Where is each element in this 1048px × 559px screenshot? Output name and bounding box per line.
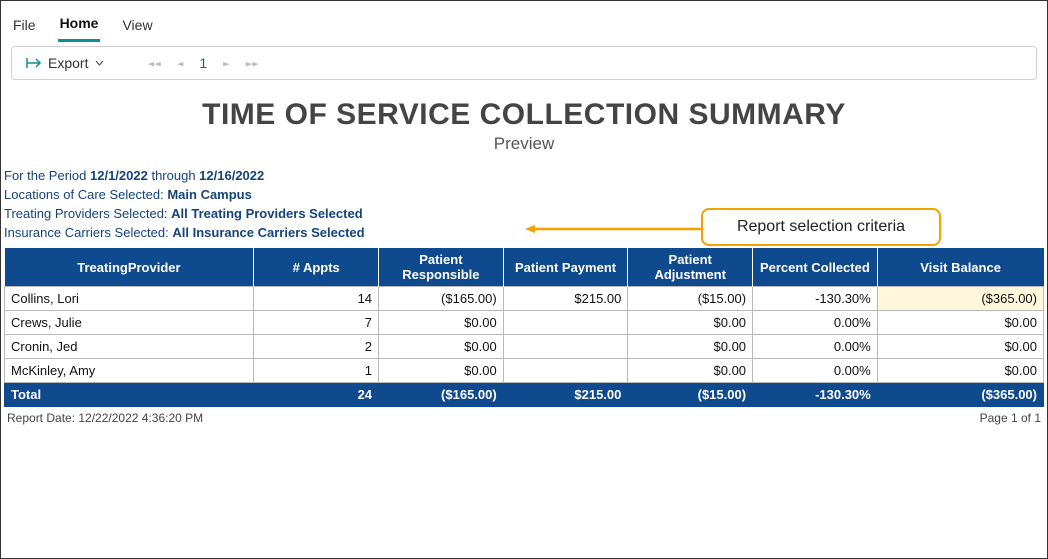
pager-prev-icon[interactable]: ◄ [177,57,184,70]
table-cell: $0.00 [628,311,753,335]
table-cell: ($165.00) [379,287,504,311]
table-cell: ($15.00) [628,287,753,311]
table-header-cell: Percent Collected [753,248,878,287]
criteria-label: Treating Providers Selected: [4,206,168,221]
report-table: TreatingProvider# ApptsPatient Responsib… [4,248,1044,407]
table-cell: Crews, Julie [5,311,254,335]
table-cell: 0.00% [753,335,878,359]
period-to: 12/16/2022 [199,168,264,183]
table-cell: 14 [254,287,379,311]
report-body: TIME OF SERVICE COLLECTION SUMMARY Previ… [1,80,1047,425]
table-cell: $0.00 [379,335,504,359]
chevron-down-icon [94,55,105,71]
table-cell: 0.00% [753,311,878,335]
table-cell: $0.00 [877,311,1043,335]
table-cell: 0.00% [753,359,878,383]
export-label: Export [48,55,88,71]
period-join: through [148,168,199,183]
table-row: Crews, Julie7$0.00$0.000.00%$0.00 [5,311,1044,335]
table-cell [503,335,628,359]
report-footer: Report Date: 12/22/2022 4:36:20 PM Page … [7,411,1041,425]
menu-file[interactable]: File [11,11,38,41]
report-title: TIME OF SERVICE COLLECTION SUMMARY [1,98,1047,132]
table-cell: $215.00 [503,287,628,311]
table-cell: Cronin, Jed [5,335,254,359]
table-row: Collins, Lori14($165.00)$215.00($15.00)-… [5,287,1044,311]
toolbar: Export ◄◄ ◄ 1 ► ►► [11,46,1037,80]
table-cell: $0.00 [628,359,753,383]
table-body: Collins, Lori14($165.00)$215.00($15.00)-… [5,287,1044,407]
export-icon [26,56,42,70]
pager-last-icon[interactable]: ►► [246,57,259,70]
criteria-value: All Treating Providers Selected [171,206,362,221]
table-header-cell: Visit Balance [877,248,1043,287]
table-header-cell: TreatingProvider [5,248,254,287]
table-cell [503,359,628,383]
table-header-cell: Patient Responsible [379,248,504,287]
table-cell: -130.30% [753,287,878,311]
table-cell: ($365.00) [877,287,1043,311]
table-cell: $0.00 [877,359,1043,383]
table-cell [503,311,628,335]
table-header-cell: # Appts [254,248,379,287]
table-row: Cronin, Jed2$0.00$0.000.00%$0.00 [5,335,1044,359]
table-cell: 24 [254,383,379,407]
callout-box: Report selection criteria [701,208,941,246]
table-cell: Total [5,383,254,407]
menu-home[interactable]: Home [58,9,101,42]
criteria-label: Locations of Care Selected: [4,187,164,202]
export-button[interactable]: Export [20,51,111,75]
table-total-row: Total24($165.00)$215.00($15.00)-130.30%(… [5,383,1044,407]
pager-next-icon[interactable]: ► [223,57,230,70]
table-cell: 7 [254,311,379,335]
table-row: McKinley, Amy1$0.00$0.000.00%$0.00 [5,359,1044,383]
table-cell: $0.00 [379,359,504,383]
table-cell: $0.00 [379,311,504,335]
callout-text: Report selection criteria [737,218,905,236]
table-cell: ($365.00) [877,383,1043,407]
criteria-period: For the Period 12/1/2022 through 12/16/2… [4,168,1044,183]
table-cell: Collins, Lori [5,287,254,311]
criteria-label: Insurance Carriers Selected: [4,225,169,240]
table-cell: ($15.00) [628,383,753,407]
report-subtitle: Preview [1,134,1047,154]
footer-report-date: Report Date: 12/22/2022 4:36:20 PM [7,411,203,425]
table-header-cell: Patient Payment [503,248,628,287]
table-cell: $215.00 [503,383,628,407]
period-prefix: For the Period [4,168,90,183]
period-from: 12/1/2022 [90,168,148,183]
footer-page: Page 1 of 1 [980,411,1041,425]
pager-current-page: 1 [199,55,207,71]
menu-bar: File Home View [1,1,1047,42]
criteria-location: Locations of Care Selected: Main Campus [4,187,1044,202]
table-cell: McKinley, Amy [5,359,254,383]
table-cell: $0.00 [877,335,1043,359]
table-cell: 1 [254,359,379,383]
table-cell: 2 [254,335,379,359]
criteria-value: All Insurance Carriers Selected [172,225,364,240]
table-cell: $0.00 [628,335,753,359]
table-header-cell: Patient Adjustment [628,248,753,287]
pager: ◄◄ ◄ 1 ► ►► [147,55,259,71]
pager-first-icon[interactable]: ◄◄ [147,57,160,70]
table-cell: ($165.00) [379,383,504,407]
menu-view[interactable]: View [120,11,154,41]
table-cell: -130.30% [753,383,878,407]
criteria-value: Main Campus [167,187,252,202]
table-header-row: TreatingProvider# ApptsPatient Responsib… [5,248,1044,287]
